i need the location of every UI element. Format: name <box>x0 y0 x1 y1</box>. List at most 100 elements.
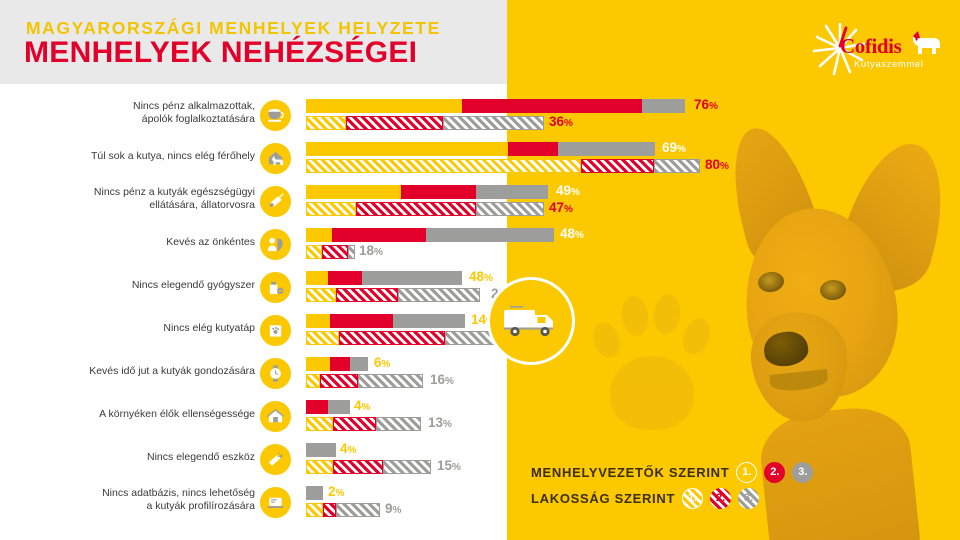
logo-tagline: Kutyaszemmel <box>854 59 924 70</box>
shelter-bar <box>306 443 336 457</box>
shelter-value: 76% <box>694 97 718 113</box>
public-bar <box>306 503 380 517</box>
house-icon <box>260 401 291 432</box>
public-bar <box>306 245 355 259</box>
row-bars: 48% 21% <box>306 270 926 313</box>
shelter-bar <box>306 486 323 500</box>
table-row: Nincs pénz alkalmazottak, ápolók foglalk… <box>0 98 960 141</box>
table-row: Nincs adatbázis, nincs lehetőség a kutyá… <box>0 485 960 528</box>
logo-dog-icon <box>913 31 940 54</box>
legend-row-public: LAKOSSÁG SZERINT 1. 2. 3. <box>531 488 760 509</box>
row-bars: 49% 47% <box>306 184 926 227</box>
public-value: 16% <box>430 372 454 388</box>
row-label-line2: ellátására, állatorvosra <box>149 199 255 211</box>
row-label-line1: A környéken élők ellenségessége <box>99 408 255 420</box>
public-bar <box>306 374 423 388</box>
table-row: Nincs elég kutyatáp 14% <box>0 313 960 356</box>
legend-chip-hatched-rank-3: 3. <box>738 488 760 509</box>
legend-row-shelter: MENHELYVEZETŐK SZERINT 1. 2. 3. <box>531 462 814 483</box>
table-row: Nincs elegendő gyógyszer 48% <box>0 270 960 313</box>
delivery-truck-icon <box>487 277 575 365</box>
public-bar <box>306 116 544 130</box>
row-bars: 76% 36% <box>306 98 926 141</box>
table-row: Kevés az önkéntes 48% <box>0 227 960 270</box>
public-value: 80% <box>705 157 729 173</box>
dog-food-bag-icon <box>260 315 291 346</box>
shelter-bar <box>306 185 548 199</box>
laptop-icon <box>260 487 291 518</box>
dog-kennel-icon <box>260 143 291 174</box>
coffee-cup-icon <box>260 100 291 131</box>
background-white-panel <box>0 0 507 540</box>
legend-label-public: LAKOSSÁG SZERINT <box>531 491 676 506</box>
row-label-line1: Kevés az önkéntes <box>166 236 255 248</box>
shelter-value: 6% <box>374 355 391 371</box>
table-row: A környéken élők ellenségessége 4% <box>0 399 960 442</box>
logo-wordmark: Cofidis <box>840 34 902 58</box>
legend-chip-rank-1: 1. <box>736 462 758 483</box>
shelter-bar <box>306 271 462 285</box>
shelter-value: 4% <box>354 398 371 414</box>
legend-chip-hatched-rank-1: 1. <box>682 488 704 509</box>
public-value: 13% <box>428 415 452 431</box>
table-row: Nincs elegendő eszköz 4% <box>0 442 960 485</box>
syringe-icon <box>260 186 291 217</box>
public-value: 36% <box>549 114 573 130</box>
public-value: 18% <box>359 243 383 259</box>
public-value: 9% <box>385 501 402 517</box>
public-bar <box>306 460 431 474</box>
public-bar <box>306 202 544 216</box>
shelter-value: 48% <box>469 269 493 285</box>
public-value: 47% <box>549 200 573 216</box>
cofidis-logo[interactable]: Cofidis Kutyaszemmel <box>812 18 944 78</box>
legend-chip-hatched-rank-2: 2. <box>710 488 732 509</box>
row-bars: 69% 80% <box>306 141 926 184</box>
tools-icon <box>260 444 291 475</box>
row-bars: 14% 29% <box>306 313 926 356</box>
row-label-line1: Nincs elég kutyatáp <box>163 322 255 334</box>
shelter-bar <box>306 357 368 371</box>
legend-chip-rank-2: 2. <box>764 462 786 483</box>
paw-print-icon <box>588 288 716 438</box>
table-row: Kevés idő jut a kutyák gondozására 6% <box>0 356 960 399</box>
legend-label-shelter: MENHELYVEZETŐK SZERINT <box>531 465 730 480</box>
row-label-line2: ápolók foglalkoztatására <box>141 113 255 125</box>
public-bar <box>306 288 480 302</box>
shelter-bar <box>306 142 655 156</box>
row-label-line1: Nincs elegendő gyógyszer <box>131 279 255 291</box>
row-label-line1: Nincs elegendő eszköz <box>147 451 255 463</box>
shelter-bar <box>306 228 554 242</box>
shelter-value: 48% <box>560 226 584 242</box>
legend: MENHELYVEZETŐK SZERINT 1. 2. 3. LAKOSSÁG… <box>531 462 861 518</box>
row-label-line1: Nincs pénz alkalmazottak, <box>133 100 255 112</box>
shelter-bar <box>306 314 465 328</box>
public-bar <box>306 331 510 345</box>
background-header-band <box>0 0 507 84</box>
row-label-line1: Nincs adatbázis, nincs lehetőség <box>102 487 255 499</box>
public-bar <box>306 159 700 173</box>
sunburst-icon <box>812 22 866 76</box>
row-label-line1: Nincs pénz a kutyák egészségügyi <box>93 186 255 198</box>
table-row: Nincs pénz a kutyák egészségügyi ellátás… <box>0 184 960 227</box>
public-value: 15% <box>437 458 461 474</box>
shelter-value: 49% <box>556 183 580 199</box>
page-title: MENHELYEK NEHÉZSÉGEI <box>24 36 418 69</box>
row-label-line1: Kevés idő jut a kutyák gondozására <box>89 365 255 377</box>
chart-area: Nincs pénz alkalmazottak, ápolók foglalk… <box>0 84 960 518</box>
legend-chip-rank-3: 3. <box>792 462 814 483</box>
wristwatch-icon <box>260 358 291 389</box>
shelter-value: 2% <box>328 484 345 500</box>
row-bars: 48% 18% <box>306 227 926 270</box>
medicine-bottle-icon <box>260 272 291 303</box>
row-bars: 4% 15% <box>306 442 926 485</box>
table-row: Túl sok a kutya, nincs elég férőhely 69% <box>0 141 960 184</box>
page-kicker: MAGYARORSZÁGI MENHELYEK HELYZETE <box>26 18 441 38</box>
row-bars: 6% 16% <box>306 356 926 399</box>
public-bar <box>306 417 421 431</box>
shelter-value: 69% <box>662 140 686 156</box>
row-label-line1: Túl sok a kutya, nincs elég férőhely <box>90 150 255 162</box>
row-bars: 4% 13% <box>306 399 926 442</box>
shelter-bar <box>306 400 350 414</box>
shelter-bar <box>306 99 685 113</box>
